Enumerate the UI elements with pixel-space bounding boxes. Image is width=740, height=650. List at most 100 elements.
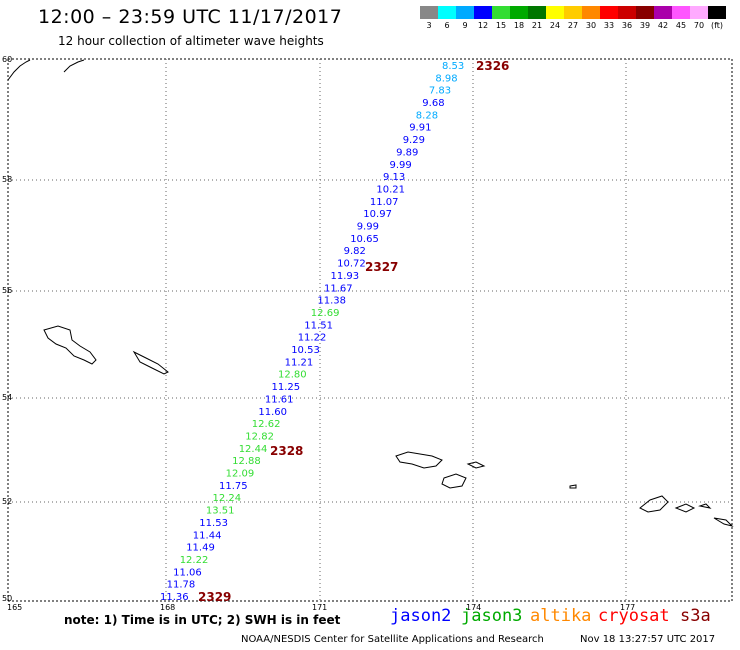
wave-height-value: 12.88 [232, 456, 261, 467]
scale-bin: 30 [582, 6, 600, 30]
wave-height-value: 8.28 [416, 110, 438, 121]
coast-fragment-north [63, 59, 85, 73]
legend-cryosat: cryosat [598, 606, 670, 626]
wave-height-value: 9.89 [396, 147, 418, 158]
scale-swatch [546, 6, 564, 19]
scale-label: 24 [549, 21, 561, 30]
wave-height-value: 10.97 [363, 209, 392, 220]
atka-island [713, 517, 734, 527]
lon-label: 177 [620, 603, 635, 612]
scale-bin: 3 [420, 6, 438, 30]
graticule [8, 59, 732, 601]
legend-jason2: jason2 [390, 606, 452, 626]
lon-label: 168 [160, 603, 175, 612]
wave-height-value: 11.06 [173, 567, 202, 578]
scale-swatch [492, 6, 510, 19]
wave-height-value: 11.67 [324, 283, 353, 294]
medny-island [132, 350, 169, 375]
scale-swatch [582, 6, 600, 19]
scale-bin: 21 [528, 6, 546, 30]
scale-bin: 18 [510, 6, 528, 30]
track-time-label: 2327 [365, 260, 398, 274]
lat-label: 58 [2, 175, 12, 184]
scale-bin: 39 [636, 6, 654, 30]
wave-height-value: 11.44 [193, 530, 222, 541]
rat-island-a [441, 473, 467, 489]
lon-label: 174 [466, 603, 481, 612]
wave-height-value: 11.22 [298, 333, 327, 344]
wave-height-value: 11.36 [160, 592, 189, 603]
wave-height-value: 9.82 [344, 246, 366, 257]
scale-label: 33 [603, 21, 615, 30]
scale-bin: 33 [600, 6, 618, 30]
scale-label: (ft) [710, 21, 724, 30]
andreanof-islands [639, 495, 669, 513]
map-title: 12:00 – 23:59 UTC 11/17/2017 [38, 6, 343, 28]
wave-height-value: 9.13 [383, 172, 405, 183]
timestamp-text: Nov 18 13:27:57 UTC 2017 [580, 634, 716, 645]
lat-label: 56 [2, 286, 12, 295]
lat-label: 60 [2, 55, 12, 64]
scale-label: 42 [657, 21, 669, 30]
wave-height-value: 12.62 [252, 419, 281, 430]
wave-height-value: 11.75 [219, 481, 248, 492]
wave-height-value: 11.49 [186, 543, 215, 554]
scale-swatch [564, 6, 582, 19]
wave-height-value: 9.99 [357, 222, 379, 233]
map-frame [7, 58, 733, 602]
wave-height-value: 13.51 [206, 506, 235, 517]
commander-island [43, 325, 97, 365]
scale-label: 27 [567, 21, 579, 30]
wave-height-value: 11.53 [199, 518, 228, 529]
scale-label: 36 [621, 21, 633, 30]
lat-label: 54 [2, 393, 12, 402]
scale-bin: 45 [672, 6, 690, 30]
wave-height-value: 12.80 [278, 370, 307, 381]
scale-swatch [618, 6, 636, 19]
scale-label: 45 [675, 21, 687, 30]
wave-height-value: 10.65 [350, 234, 379, 245]
track-time-label: 2329 [198, 590, 231, 604]
scale-bin: 70 [690, 6, 708, 30]
scale-bin: 15 [492, 6, 510, 30]
scale-bin: 12 [474, 6, 492, 30]
track-time-label: 2326 [476, 59, 509, 73]
wave-height-value: 11.07 [370, 197, 399, 208]
track-time-label: 2328 [270, 444, 303, 458]
islet-a [569, 484, 577, 489]
wave-height-value: 9.91 [409, 123, 431, 134]
scale-swatch [474, 6, 492, 19]
scale-swatch [708, 6, 726, 19]
wave-height-value: 11.51 [304, 320, 333, 331]
scale-swatch [636, 6, 654, 19]
wave-height-value: 11.21 [285, 357, 314, 368]
wave-height-value: 12.09 [226, 469, 255, 480]
wave-height-value: 9.68 [422, 98, 444, 109]
wave-height-value: 8.98 [435, 73, 457, 84]
legend-note: note: 1) Time is in UTC; 2) SWH is in fe… [64, 613, 341, 627]
scale-label: 9 [462, 21, 468, 30]
legend-altika: altika [530, 606, 592, 626]
scale-label: 3 [426, 21, 432, 30]
coastlines [7, 59, 734, 527]
wave-height-value: 12.22 [180, 555, 209, 566]
scale-swatch [654, 6, 672, 19]
andreanof-islands-b [674, 503, 696, 513]
scale-label: 39 [639, 21, 651, 30]
wave-height-value: 11.60 [258, 407, 287, 418]
scale-bin: 9 [456, 6, 474, 30]
scale-bin: 36 [618, 6, 636, 30]
rat-island-b [466, 461, 486, 469]
track-time-labels: 2326 2327 2328 2329 [198, 59, 509, 604]
wave-height-value: 11.25 [272, 382, 301, 393]
credit-text: NOAA/NESDIS Center for Satellite Applica… [241, 634, 544, 645]
scale-bin: 24 [546, 6, 564, 30]
scale-label: 70 [693, 21, 705, 30]
wave-height-track: 8.538.987.839.688.289.919.299.899.999.13… [160, 61, 464, 603]
kamchatka-coast [7, 59, 31, 81]
wave-height-value: 11.38 [317, 296, 346, 307]
lon-label: 171 [312, 603, 327, 612]
scale-swatch [420, 6, 438, 19]
wave-height-value: 11.93 [331, 271, 360, 282]
